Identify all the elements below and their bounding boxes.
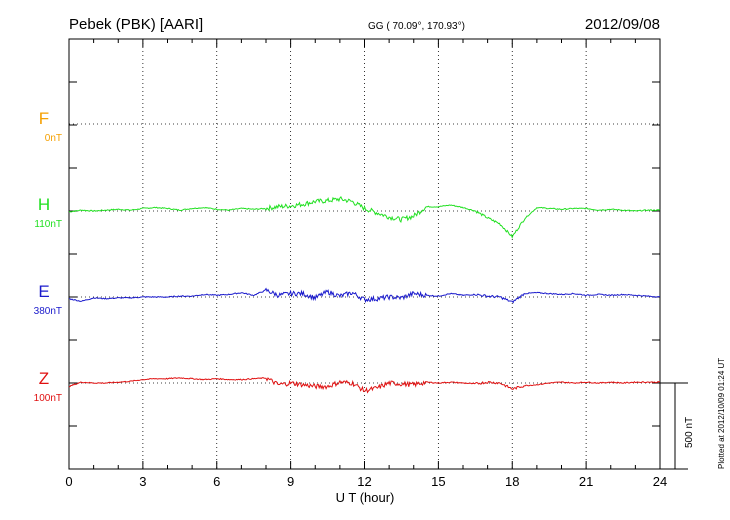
date-label: 2012/09/08 [585, 16, 660, 33]
x-axis-label: U T (hour) [336, 490, 395, 505]
series-line-Z [68, 377, 660, 394]
series-name-E: E [38, 282, 49, 301]
series-labels: F 0nT H 110nT E 380nT Z 100nT [34, 109, 62, 404]
x-tick-label: 21 [579, 474, 593, 489]
coordinates-label: GG ( 70.09°, 170.93°) [368, 21, 465, 32]
x-tick-label: 15 [431, 474, 445, 489]
series-name-H: H [38, 195, 50, 214]
x-tick-label: 9 [287, 474, 294, 489]
x-tick-labels: 0 3 6 9 12 15 18 21 24 [65, 474, 667, 489]
series-baseline-F: 0nT [45, 133, 62, 144]
series-line-E [69, 287, 661, 304]
x-tick-label: 12 [357, 474, 371, 489]
series-lines [68, 196, 661, 394]
x-tick-label: 6 [213, 474, 220, 489]
x-tick-label: 24 [653, 474, 667, 489]
x-tick-label: 0 [65, 474, 72, 489]
grid [69, 39, 660, 469]
plotted-timestamp: Plotted at 2012/10/09 01:24 UT [717, 358, 726, 469]
series-baseline-E: 380nT [34, 306, 62, 317]
scale-bar: 500 nT [660, 382, 695, 470]
series-name-Z: Z [39, 369, 49, 388]
x-tick-label: 3 [139, 474, 146, 489]
series-baseline-Z: 100nT [34, 393, 62, 404]
series-baseline-H: 110nT [34, 219, 62, 230]
scale-bar-label: 500 nT [684, 417, 695, 448]
series-line-H [68, 196, 661, 239]
series-name-F: F [39, 109, 49, 128]
station-title: Pebek (PBK) [AARI] [69, 16, 203, 33]
x-tick-label: 18 [505, 474, 519, 489]
